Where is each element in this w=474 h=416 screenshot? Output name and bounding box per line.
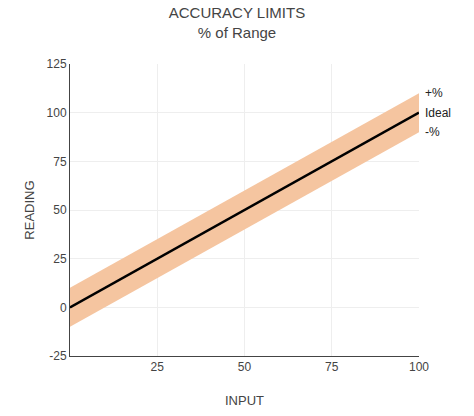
svg-text:ACCURACY LIMITS% of Range: ACCURACY LIMITS% of Range [169, 4, 305, 41]
svg-text:50: 50 [238, 360, 252, 374]
svg-text:Ideal: Ideal [425, 106, 451, 120]
svg-text:50: 50 [53, 203, 67, 217]
svg-text:-25: -25 [49, 349, 67, 363]
svg-text:100: 100 [409, 360, 429, 374]
svg-text:125: 125 [47, 57, 67, 71]
svg-text:100: 100 [47, 106, 67, 120]
svg-text:75: 75 [53, 155, 67, 169]
svg-text:INPUT: INPUT [225, 393, 264, 408]
svg-text:READING: READING [22, 180, 37, 239]
svg-text:-%: -% [425, 125, 440, 139]
svg-text:0: 0 [60, 301, 67, 315]
svg-text:25: 25 [53, 252, 67, 266]
svg-text:25: 25 [151, 360, 165, 374]
svg-text:75: 75 [325, 360, 339, 374]
svg-text:+%: +% [425, 86, 443, 100]
